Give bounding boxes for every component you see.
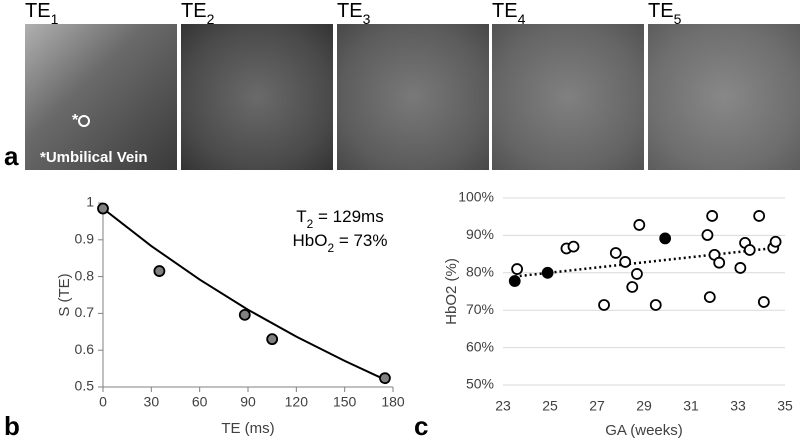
roi-marker: * [72, 112, 79, 129]
mri-image [648, 24, 800, 170]
panel-label: c [414, 411, 428, 441]
y-tick-label: 0.7 [75, 304, 95, 320]
x-tick-label: 0 [99, 394, 107, 410]
image-label-part: TE [648, 0, 674, 22]
mri-image [181, 24, 333, 170]
point [713, 256, 726, 269]
annotation-part: = 129ms [313, 207, 383, 226]
y-tick-label: 90% [466, 226, 494, 242]
point [706, 210, 719, 222]
roi-circle [78, 115, 90, 127]
panel-label: a [4, 141, 19, 171]
image-label-part: TE [25, 0, 51, 22]
y-tick-label: 80% [466, 264, 494, 280]
point [769, 235, 782, 248]
image-label-part: 3 [363, 11, 371, 27]
image-label: TE4 [492, 0, 526, 26]
x-tick-label: 180 [381, 394, 405, 410]
point [734, 262, 747, 274]
point [659, 232, 672, 245]
x-tick-label: 120 [285, 394, 309, 410]
y-tick-label: 0.9 [75, 231, 95, 247]
x-tick-label: 150 [333, 394, 357, 410]
x-tick-label: 25 [542, 398, 558, 414]
point [631, 268, 643, 280]
point [753, 210, 766, 222]
point [609, 247, 622, 259]
mri-image [337, 24, 489, 170]
x-tick-label: 90 [240, 394, 256, 410]
line [514, 246, 774, 278]
mri-image [25, 24, 177, 170]
y-tick-label: 1 [86, 194, 94, 210]
point [508, 275, 521, 287]
x-tick-label: 30 [144, 394, 160, 410]
point [379, 372, 391, 385]
y-tick-label: 70% [466, 301, 494, 317]
point [626, 281, 639, 293]
point [541, 266, 554, 279]
image-label: TE1 [25, 0, 59, 26]
point [511, 263, 523, 275]
y-tick-label: 0.6 [75, 341, 95, 357]
x-tick-label: 31 [683, 398, 699, 414]
annotation-part: 2 [307, 217, 314, 231]
y-tick-label: 50% [466, 376, 494, 392]
image-label: TE2 [181, 0, 215, 26]
point [649, 299, 662, 311]
image-label-part: 2 [207, 11, 215, 27]
image-label-part: TE [492, 0, 518, 22]
annotation-part: HbO [293, 231, 328, 250]
point [266, 333, 279, 346]
y-tick-label: 0.8 [75, 267, 95, 283]
annotation-part: T [296, 207, 306, 226]
point [633, 219, 646, 231]
point [743, 244, 756, 256]
image-label-part: 4 [518, 11, 526, 27]
y-axis-title: S (TE) [56, 273, 73, 316]
image-label-part: TE [181, 0, 207, 22]
x-axis-title: GA (weeks) [605, 422, 683, 439]
x-tick-label: 35 [777, 398, 793, 414]
point [619, 256, 632, 268]
x-tick-label: 60 [192, 394, 208, 410]
image-label: TE3 [337, 0, 371, 26]
annotation-part: = 73% [334, 231, 387, 250]
point [567, 240, 580, 253]
mri-images: * *Umbilical Vein [25, 24, 800, 170]
y-tick-label: 60% [466, 338, 494, 354]
panel-label: b [4, 411, 20, 441]
y-tick-label: 0.5 [75, 378, 95, 394]
x-tick-label: 33 [730, 398, 746, 414]
point [757, 296, 770, 308]
mri-image [492, 24, 644, 170]
image-label: TE5 [648, 0, 682, 26]
image-label-part: 5 [674, 11, 682, 27]
image-caption: *Umbilical Vein [40, 149, 148, 166]
point [97, 202, 109, 215]
point [153, 265, 166, 277]
point [598, 299, 610, 311]
x-tick-label: 27 [589, 398, 605, 414]
annotation: HbO2 = 73% [293, 231, 388, 255]
y-tick-label: 100% [458, 189, 494, 205]
x-tick-label: 29 [636, 398, 652, 414]
image-label-part: 1 [51, 11, 59, 27]
image-label-part: TE [337, 0, 363, 22]
x-axis-title: TE (ms) [221, 420, 274, 437]
annotation: T2 = 129ms [296, 207, 383, 231]
annotation-part: 2 [327, 241, 334, 255]
point [238, 308, 251, 321]
x-tick-label: 23 [495, 398, 511, 414]
y-axis-title: HbO2 (%) [443, 258, 460, 325]
line [102, 207, 386, 381]
point [703, 291, 716, 304]
point [701, 229, 714, 241]
